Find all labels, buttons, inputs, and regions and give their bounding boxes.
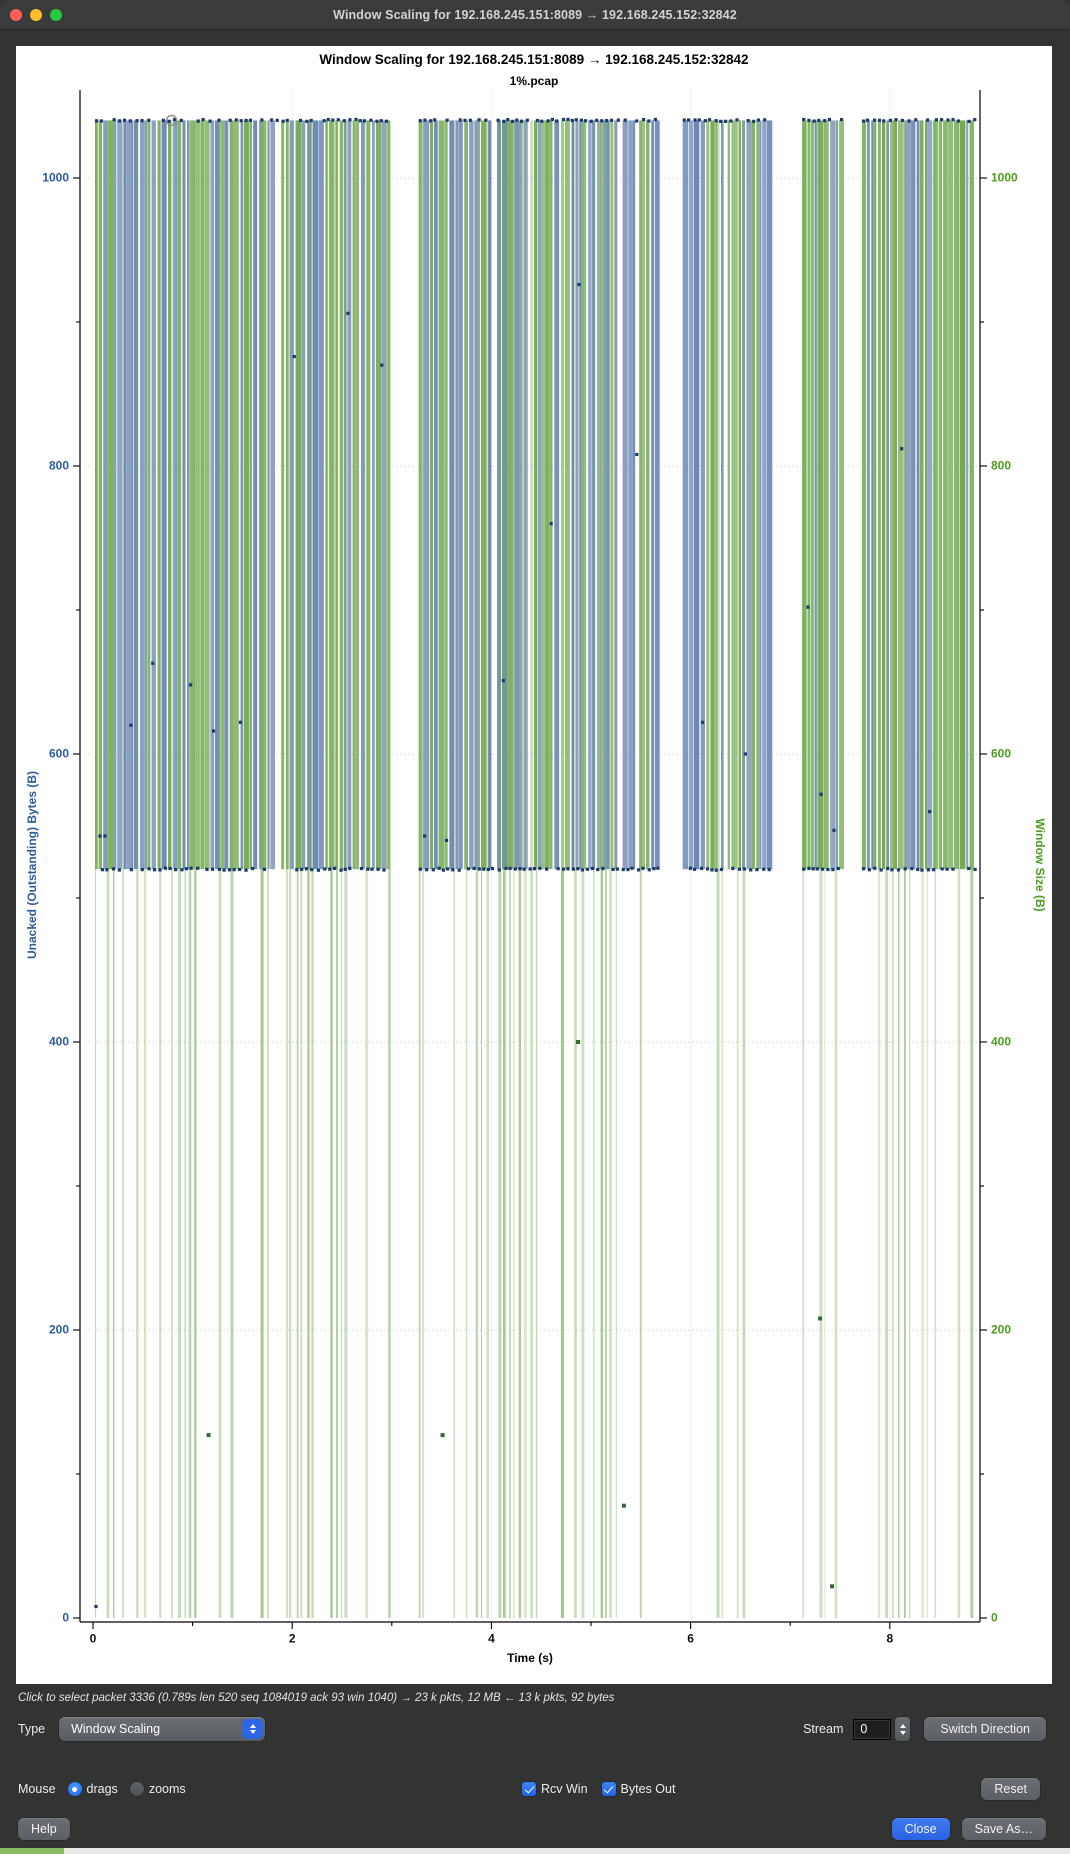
type-row: Type Window Scaling Stream 0 Switch Dire… [18, 1716, 1046, 1742]
rcv-win-checkbox[interactable] [522, 1782, 536, 1796]
help-button[interactable]: Help [18, 1818, 70, 1840]
mouse-drags-radio[interactable] [67, 1782, 82, 1796]
chart-area: Window Scaling for 192.168.245.151:8089 … [16, 46, 1052, 1684]
stepper-up-icon[interactable] [899, 1723, 906, 1728]
mouse-label: Mouse [18, 1782, 56, 1796]
bottom-edge-strip [0, 1848, 1070, 1854]
close-window-icon[interactable] [10, 9, 22, 21]
stream-input[interactable]: 0 [853, 1718, 892, 1740]
bytes-out-label[interactable]: Bytes Out [620, 1782, 676, 1796]
bottom-edge-green-segment [0, 1848, 64, 1854]
bytes-out-checkbox[interactable] [601, 1782, 616, 1796]
status-bar: Click to select packet 3336 (0.789s len … [18, 1688, 1053, 1706]
minimize-window-icon[interactable] [30, 9, 42, 21]
mouse-drags-label[interactable]: drags [86, 1782, 118, 1796]
stream-label: Stream [803, 1722, 844, 1736]
status-text: Click to select packet 3336 (0.789s len … [18, 1692, 615, 1704]
save-as-button[interactable]: Save As… [961, 1818, 1046, 1840]
mouse-zooms-radio[interactable] [129, 1782, 144, 1796]
mouse-row: Mouse drags zooms Rcv Win Bytes Out Rese… [18, 1776, 1046, 1802]
close-button[interactable]: Close [891, 1818, 950, 1840]
rcv-win-label[interactable]: Rcv Win [541, 1782, 588, 1796]
bottom-button-row: Help Close Save As… [18, 1817, 1046, 1841]
graph-type-select[interactable]: Window Scaling [59, 1717, 266, 1741]
graph-type-selected-value: Window Scaling [71, 1722, 161, 1736]
mouse-zooms-label[interactable]: zooms [148, 1782, 186, 1796]
right-axis-label: Window Size (B) [1033, 818, 1047, 912]
reset-button[interactable]: Reset [981, 1778, 1040, 1800]
chart-title: Window Scaling for 192.168.245.151:8089 … [319, 52, 749, 67]
traffic-lights [10, 9, 62, 21]
stepper-down-icon[interactable] [899, 1730, 906, 1735]
type-label: Type [18, 1722, 46, 1736]
windowscaling-graph-canvas[interactable] [16, 46, 1052, 1684]
switch-direction-button[interactable]: Switch Direction [924, 1717, 1046, 1741]
zoom-window-icon[interactable] [50, 9, 62, 21]
titlebar[interactable]: Window Scaling for 192.168.245.151:8089 … [0, 0, 1070, 30]
left-axis-label: Unacked (Outstanding) Bytes (B) [25, 771, 39, 960]
window-title: Window Scaling for 192.168.245.151:8089 … [333, 7, 737, 22]
chart-subtitle: 1%.pcap [509, 74, 559, 88]
x-axis-label: Time (s) [507, 1651, 553, 1665]
dropdown-chevrons-icon [242, 1719, 264, 1739]
stream-stepper[interactable] [895, 1717, 911, 1741]
